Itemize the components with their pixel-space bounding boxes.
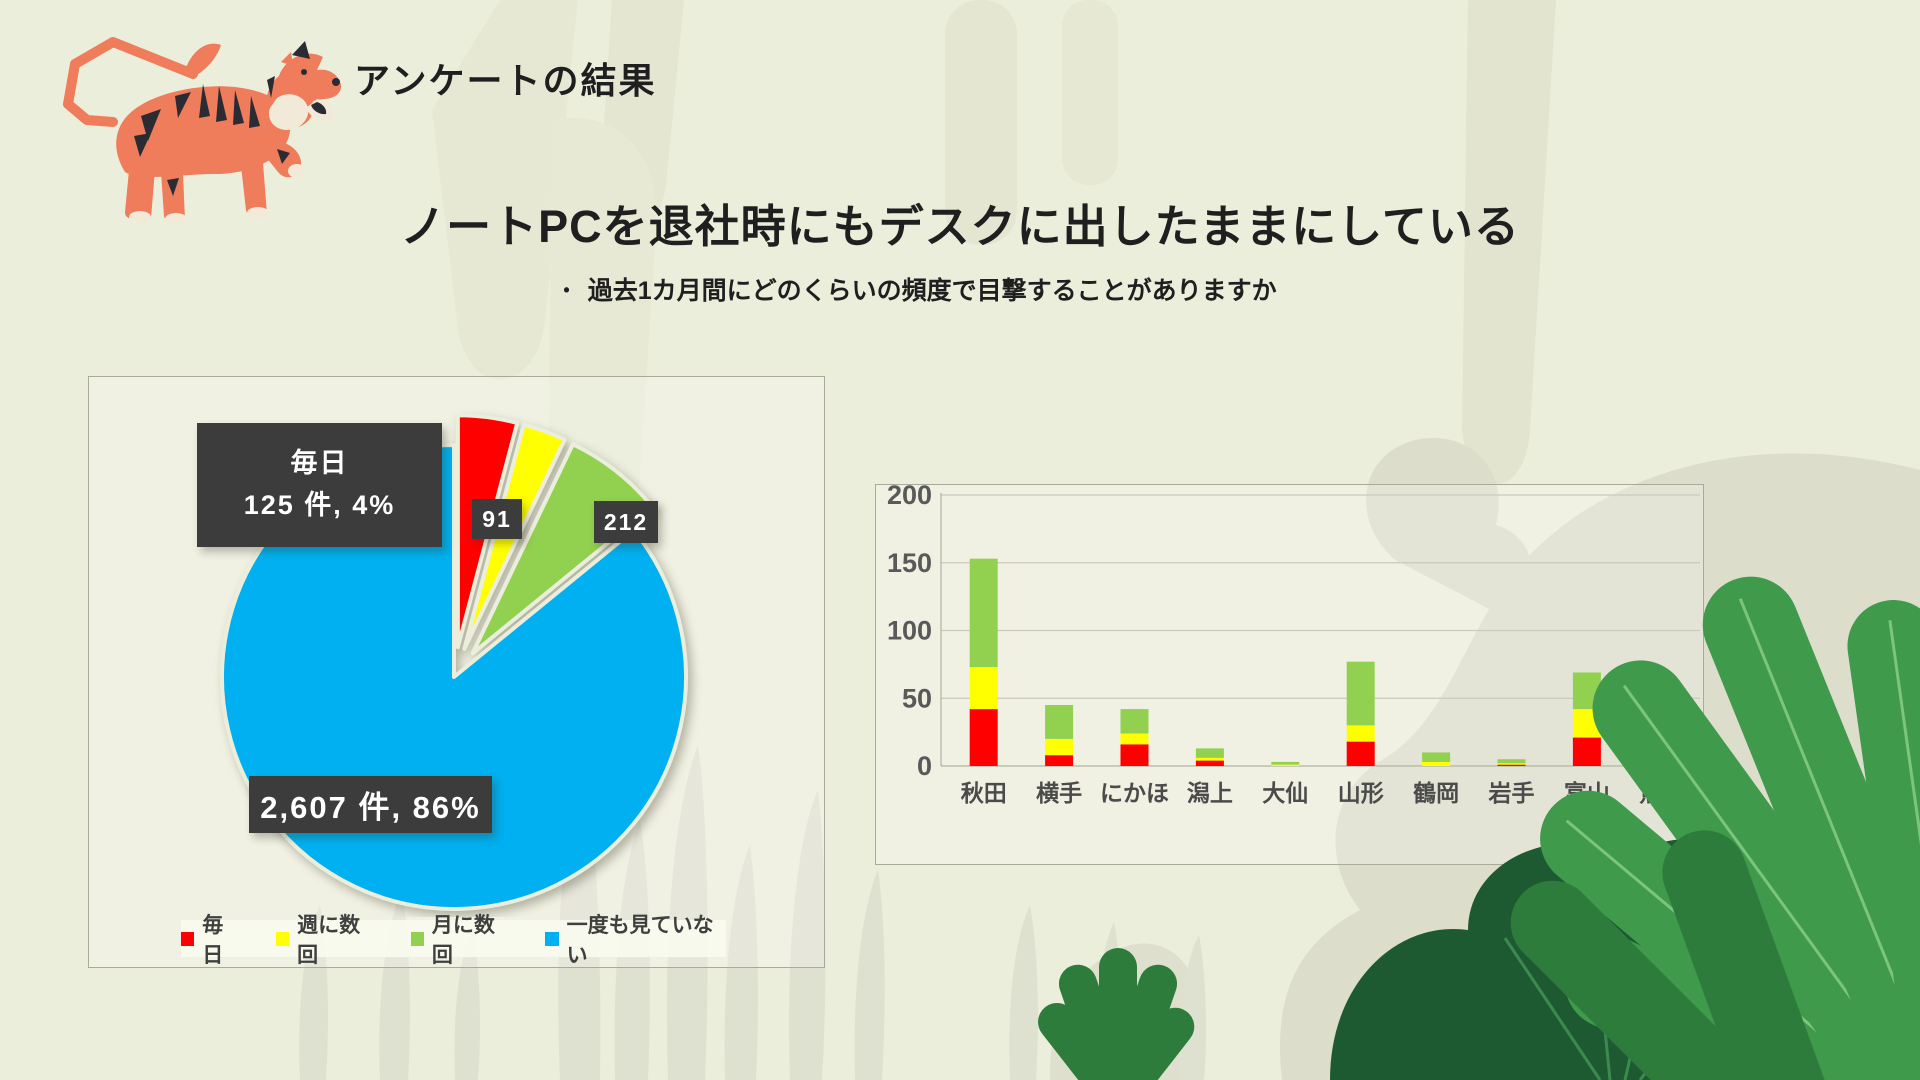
bar-segment [969, 709, 998, 766]
y-axis-tick-label: 100 [887, 616, 932, 646]
tiger-body [116, 86, 306, 225]
bar-segment [1648, 763, 1677, 765]
x-axis-category-label: 秋田 [961, 780, 1007, 806]
pie-callout-line2: 125 件, 4% [243, 490, 396, 520]
x-axis-category-label: 横手 [1036, 780, 1082, 806]
bar-segment [969, 667, 998, 710]
legend-swatch [410, 931, 424, 946]
page-title: アンケートの結果 [354, 60, 657, 101]
bar-segment [1497, 764, 1526, 766]
x-axis-category-label: 山形 [1338, 780, 1384, 806]
x-axis-category-label: にかほ [1100, 780, 1169, 806]
x-axis-category-label: 富山 [1564, 780, 1610, 806]
bar-segment [1120, 744, 1149, 766]
bar-segment [1648, 759, 1677, 764]
x-axis-category-label: 魚沼 [1639, 780, 1685, 806]
pie-chart-panel: 毎日 125 件, 4% 91 212 2,607 件, 86% 毎日 週に数回月… [88, 376, 825, 968]
slide-subtitle: ノートPCを退社時にもデスクに出したままにしている [400, 201, 1520, 252]
legend-label: 毎日 [202, 913, 224, 967]
legend-label: 月に数回 [431, 913, 495, 967]
tiger-stripes [134, 76, 290, 196]
bullet-text: 過去1カ月間にどのくらいの頻度で目撃することがありますか [587, 277, 1277, 305]
bar-segment [1120, 709, 1149, 734]
bar-segment [1120, 733, 1149, 745]
finger-leaf-plant [1038, 948, 1195, 1080]
pie-label-weekly: 91 [472, 499, 522, 539]
legend-item: 月に数回 [410, 909, 512, 969]
bar-segment [1572, 672, 1601, 710]
legend-label: 週に数回 [297, 913, 361, 967]
tiger-tail [63, 37, 221, 127]
bar-series [969, 558, 1677, 766]
bar-segment [1497, 763, 1526, 765]
bar-segment [1346, 661, 1375, 726]
bar-segment [1195, 760, 1224, 766]
y-axis-tick-label: 50 [902, 683, 932, 713]
bar-chart: 0 50 100 150 200 秋田 横手 にかほ 潟上 大仙 山形 鶴岡 岩手 富山 魚沼 [887, 485, 1700, 806]
pie-label-monthly: 212 [594, 501, 658, 543]
x-axis-category-label: 大仙 [1262, 780, 1308, 806]
x-axis-category-label: 鶴岡 [1413, 780, 1459, 806]
bar-segment [1045, 705, 1074, 739]
bullet-marker: • [563, 280, 570, 300]
bar-segment [1045, 755, 1074, 766]
legend-swatch [181, 931, 195, 946]
bar-segment [1045, 738, 1074, 756]
pie-callout-line1: 毎日 [290, 448, 349, 479]
x-axis-category-label: 岩手 [1488, 780, 1535, 806]
pie-callout-daily: 毎日 125 件, 4% [197, 423, 442, 547]
pie-legend: 毎日 週に数回 月に数回 一度も見ていない [181, 914, 726, 967]
bar-segment [1195, 748, 1224, 758]
bar-segment [1422, 752, 1451, 762]
y-axis-tick-label: 150 [887, 548, 932, 578]
bar-segment [1497, 759, 1526, 764]
bar-segment [1271, 764, 1300, 766]
bar-segment [969, 558, 998, 668]
bar-segment [1572, 709, 1601, 738]
tiger-illustration [63, 37, 342, 225]
x-axis-category-label: 潟上 [1187, 780, 1233, 806]
bar-segment [1422, 761, 1451, 766]
y-axis-tick-label: 0 [917, 751, 932, 781]
legend-item: 週に数回 [275, 909, 377, 969]
bar-segment [1346, 725, 1375, 742]
y-axis-tick-label: 200 [887, 485, 932, 510]
legend-swatch [545, 931, 559, 946]
bullet-item: • 過去1カ月間にどのくらいの頻度で目撃することがありますか [220, 271, 1620, 307]
bar-segment [1346, 741, 1375, 766]
bar-segment [1648, 764, 1677, 766]
legend-item: 毎日 [181, 909, 242, 969]
legend-label: 一度も見ていない [566, 913, 714, 967]
bar-segment [1271, 761, 1300, 765]
pie-label-never: 2,607 件, 86% [249, 776, 492, 833]
legend-swatch [275, 931, 290, 946]
tiger-head [265, 41, 342, 130]
legend-item: 一度も見ていない [545, 909, 726, 969]
bar-segment [1195, 757, 1224, 761]
bar-segment [1572, 737, 1601, 766]
dark-bush [1330, 838, 1884, 1080]
